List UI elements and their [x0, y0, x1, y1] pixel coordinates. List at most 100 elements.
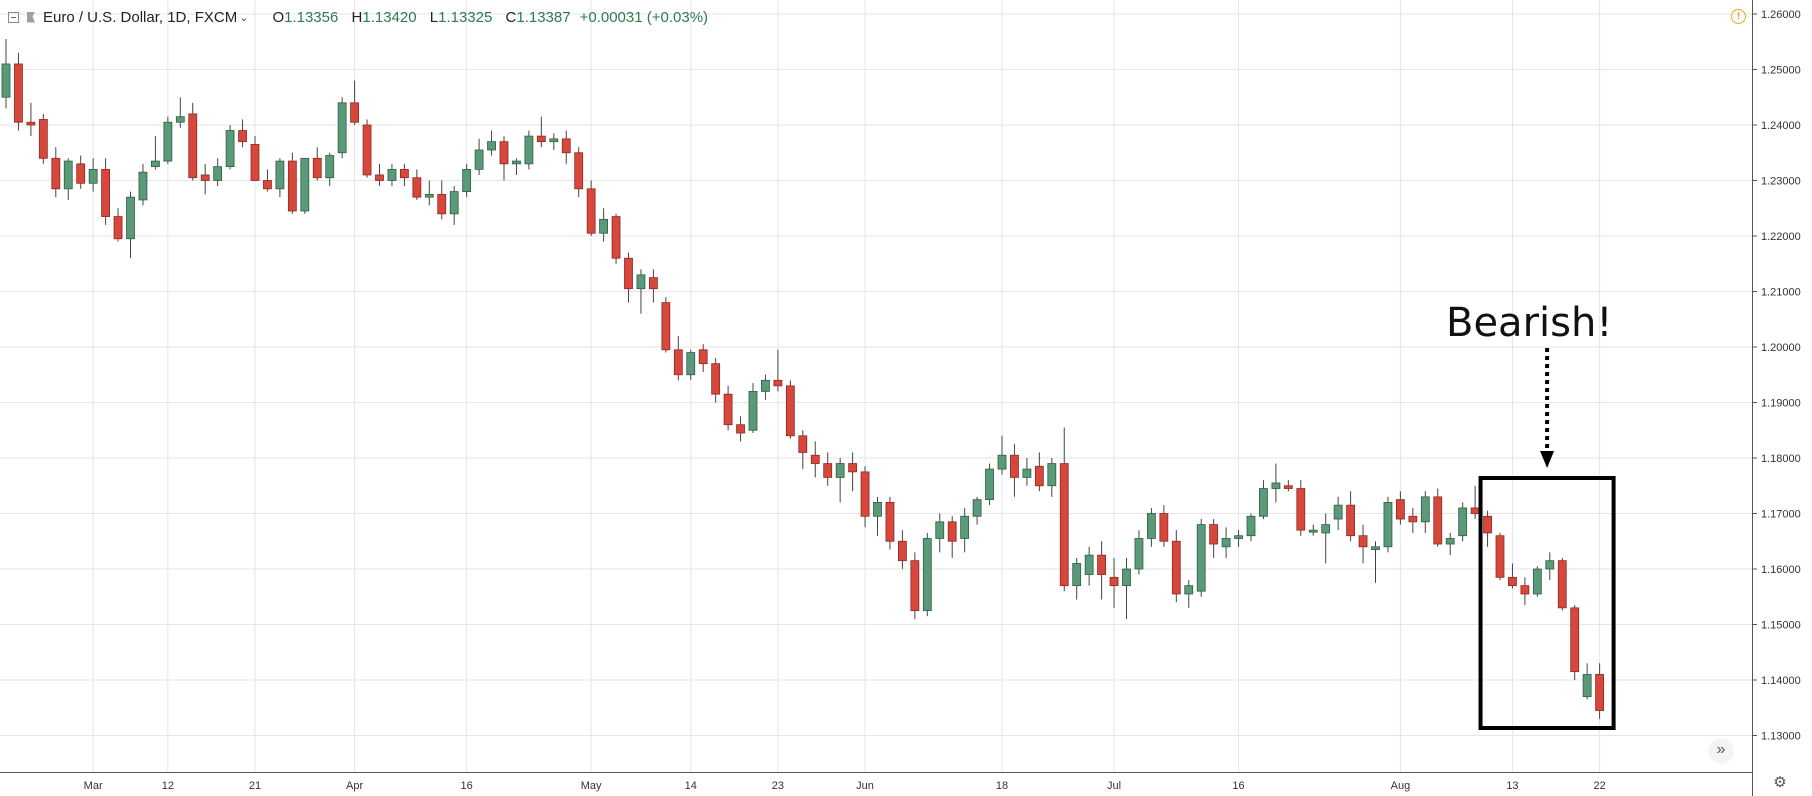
warning-icon[interactable]: ! — [1731, 9, 1746, 24]
candle-body-bull — [300, 157, 310, 212]
candle-body-bull — [387, 168, 397, 181]
candle — [1221, 527, 1231, 558]
candle-body-bear — [287, 160, 297, 212]
price-tick-label: 1.18000 — [1761, 453, 1801, 465]
candle — [250, 136, 260, 181]
candle-body-bear — [536, 135, 546, 143]
candle-body-bear — [723, 393, 733, 426]
time-axis[interactable]: Mar 12 21 Apr 16 May 14 23 Jun 18 Jul 16 Aug 13 22 — [0, 772, 1752, 793]
candle — [1396, 491, 1405, 525]
candle — [88, 158, 98, 192]
flag-icon — [27, 11, 35, 23]
candle — [1333, 496, 1343, 531]
candle — [960, 507, 970, 553]
fast-forward-icon[interactable]: » — [1708, 738, 1734, 764]
candle-body-bull — [1308, 529, 1318, 533]
gear-icon[interactable]: ⚙ — [1773, 774, 1787, 791]
candle — [163, 116, 173, 164]
collapse-icon[interactable] — [8, 11, 19, 23]
candle — [1371, 541, 1380, 583]
candle-body-bear — [1296, 488, 1306, 531]
candle — [225, 125, 235, 170]
candle-body-bear — [51, 157, 61, 190]
candle-body-bear — [561, 138, 571, 154]
candle-body-bear — [200, 174, 210, 181]
price-tick-label: 1.26000 — [1761, 9, 1801, 21]
candle-body-bear — [1570, 607, 1580, 673]
candle-body-bull — [1047, 463, 1057, 487]
candle — [1283, 480, 1293, 492]
time-tick-label: Apr — [346, 780, 363, 792]
chevron-down-icon[interactable]: ⌄ — [239, 11, 249, 24]
time-tick-label: Jul — [1107, 780, 1121, 792]
candle — [1483, 510, 1492, 547]
candle — [549, 133, 559, 150]
price-tick-label: 1.19000 — [1761, 398, 1801, 410]
candle-body-bull — [63, 160, 73, 190]
symbol-title[interactable]: Euro / U.S. Dollar, 1D, FXCM — [43, 8, 238, 26]
candle — [1084, 546, 1094, 586]
candle-body-bear — [574, 152, 584, 190]
candle — [1072, 557, 1082, 600]
candle — [922, 532, 932, 617]
candle-body-bull — [275, 160, 285, 190]
candle-body-bear — [76, 163, 86, 184]
candle-body-bull — [599, 218, 608, 234]
price-tick-label: 1.20000 — [1761, 342, 1801, 354]
candle — [624, 252, 633, 303]
candle-body-bull — [337, 102, 347, 154]
candle-body-bull — [1246, 515, 1256, 537]
candle — [175, 97, 185, 128]
candle — [649, 269, 658, 303]
time-tick-label: 23 — [772, 780, 784, 792]
candle — [985, 463, 994, 506]
candle-body-bull — [997, 454, 1007, 470]
candle-body-bull — [1122, 568, 1131, 587]
candle — [736, 416, 745, 442]
candle — [698, 344, 708, 372]
candle-body-bull — [163, 121, 173, 162]
candle — [848, 452, 857, 492]
candle-body-bull — [1184, 585, 1194, 595]
candle — [51, 147, 61, 198]
candle — [1321, 513, 1331, 564]
candle-body-bull — [1545, 560, 1555, 570]
candle-body-bear — [1010, 454, 1019, 478]
candle — [449, 186, 459, 225]
time-tick-label: Aug — [1391, 780, 1411, 792]
candle-body-bear — [624, 257, 633, 290]
price-tick-label: 1.21000 — [1761, 287, 1801, 299]
candle — [1259, 480, 1268, 520]
candle — [1171, 530, 1181, 603]
candle — [885, 496, 895, 550]
candle — [300, 157, 310, 214]
candle-body-bear — [38, 119, 48, 159]
candle — [1184, 580, 1194, 608]
change-value: +0.00031 (+0.03%) — [579, 8, 709, 26]
candle-body-bull — [1147, 513, 1156, 539]
candle — [935, 513, 945, 553]
candle-body-bear — [785, 385, 795, 437]
candle — [1010, 444, 1019, 497]
candle — [1420, 491, 1430, 533]
high-label: H — [351, 8, 363, 26]
candle-body-bull — [126, 196, 135, 240]
candle — [325, 152, 335, 187]
time-tick-label: Jun — [856, 780, 874, 792]
candle — [1308, 524, 1318, 536]
candle — [574, 147, 584, 198]
candle-body-bear — [14, 63, 23, 123]
candle-body-bear — [1557, 560, 1567, 609]
candle — [101, 158, 110, 225]
candle-body-bull — [150, 160, 160, 168]
candle — [947, 516, 957, 558]
close-label: C — [505, 8, 517, 26]
candle — [138, 163, 148, 206]
candle — [1433, 488, 1443, 547]
candle — [350, 80, 360, 125]
candle — [910, 552, 920, 619]
grid — [0, 0, 1752, 772]
candle-body-bull — [1221, 538, 1231, 548]
price-axis[interactable]: 1.26000 1.25000 1.24000 1.23000 1.22000 1.210… — [1752, 0, 1801, 796]
